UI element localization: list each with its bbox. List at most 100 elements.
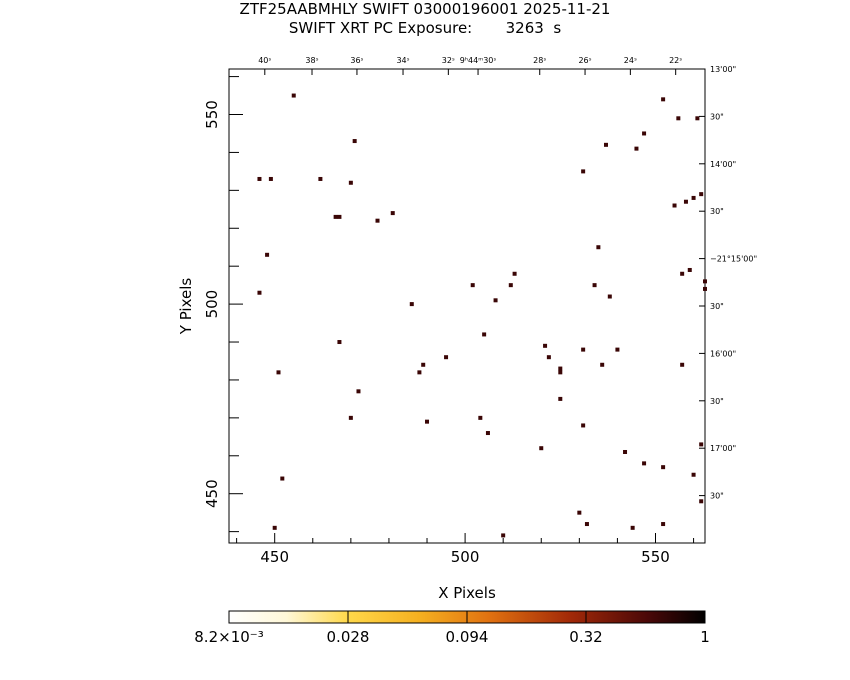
ra-tick-label: 34ˢ — [396, 56, 409, 65]
data-point — [409, 302, 414, 307]
data-point — [280, 476, 285, 481]
data-point — [508, 283, 513, 288]
data-point — [672, 203, 677, 208]
ra-tick-label: 26ˢ — [578, 56, 591, 65]
data-point — [257, 176, 262, 181]
data-point — [390, 211, 395, 216]
data-point — [421, 362, 426, 367]
dec-tick-label: 13'00" — [710, 65, 736, 74]
data-point — [558, 370, 563, 375]
data-point — [703, 286, 707, 291]
data-point — [348, 415, 353, 420]
colorbar-label: 0.028 — [327, 628, 370, 646]
data-point — [592, 283, 597, 288]
data-point — [676, 116, 681, 121]
x-axis-label: X Pixels — [438, 584, 496, 602]
ra-tick-label: 38ˢ — [305, 56, 318, 65]
data-point — [642, 131, 647, 136]
data-point — [623, 449, 628, 454]
points-layer — [257, 93, 707, 538]
data-point — [470, 283, 475, 288]
data-point — [683, 199, 688, 204]
x-tick-label: 500 — [451, 548, 480, 566]
data-point — [257, 290, 262, 295]
ra-tick-label: 9ʰ44ᵐ30ˢ — [460, 56, 497, 65]
y-axis-label: Y Pixels — [177, 278, 195, 336]
data-point — [581, 169, 586, 174]
ra-tick-label: 40ˢ — [258, 56, 271, 65]
data-point — [577, 510, 582, 515]
data-point — [348, 180, 353, 185]
data-point — [687, 267, 692, 272]
plot-frame — [228, 68, 706, 544]
ticks-layer — [229, 68, 705, 543]
data-point — [680, 271, 685, 276]
data-point — [661, 465, 666, 470]
data-point — [356, 389, 361, 394]
data-point — [661, 97, 666, 102]
data-point — [699, 192, 704, 197]
data-point — [699, 442, 704, 447]
y-tick-label: 550 — [203, 100, 221, 129]
data-point — [607, 294, 612, 299]
data-point — [337, 340, 342, 345]
dec-tick-label: 30" — [710, 492, 724, 501]
data-point — [425, 419, 430, 424]
ra-tick-label: 22ˢ — [669, 56, 682, 65]
data-point — [581, 423, 586, 428]
data-point — [558, 396, 563, 401]
chart-title: ZTF25AABMHLY SWIFT 03000196001 2025-11-2… — [239, 0, 611, 18]
data-point — [603, 142, 608, 147]
data-point — [482, 332, 487, 337]
data-point — [661, 522, 666, 527]
labels-layer: 450 500 550 450 500 550 40ˢ 38ˢ 36ˢ 34ˢ 32ˢ 9ʰ44ᵐ30… — [203, 56, 757, 566]
colorbar-ticks: 8.2×10⁻³ 0.028 0.094 0.32 1 — [194, 611, 710, 646]
data-point — [558, 366, 563, 371]
data-point — [699, 499, 704, 504]
x-tick-label: 450 — [260, 548, 289, 566]
data-point — [501, 533, 506, 538]
data-point — [691, 472, 696, 477]
data-point — [703, 279, 707, 284]
data-point — [375, 218, 380, 223]
dec-tick-label: 30" — [710, 302, 724, 311]
data-point — [546, 355, 551, 360]
data-point — [539, 446, 544, 451]
dec-tick-label: 30" — [710, 207, 724, 216]
data-point — [352, 139, 357, 144]
data-point — [265, 252, 270, 257]
ra-tick-label: 28ˢ — [533, 56, 546, 65]
data-point — [268, 176, 273, 181]
x-tick-label: 550 — [641, 548, 670, 566]
ra-tick-label: 24ˢ — [624, 56, 637, 65]
y-tick-label: 500 — [203, 290, 221, 319]
colorbar-label: 0.32 — [569, 628, 602, 646]
data-point — [333, 214, 338, 219]
data-point — [691, 195, 696, 200]
data-point — [634, 146, 639, 151]
data-point — [630, 525, 635, 530]
data-point — [596, 245, 601, 250]
dec-tick-label: 14'00" — [710, 160, 736, 169]
data-point — [615, 347, 620, 352]
data-point — [417, 370, 422, 375]
data-point — [485, 431, 490, 436]
colorbar-label: 8.2×10⁻³ — [194, 628, 263, 646]
data-point — [444, 355, 449, 360]
chart-subtitle: SWIFT XRT PC Exposure: 3263 s — [288, 19, 562, 37]
ra-tick-label: 36ˢ — [350, 56, 363, 65]
data-point — [478, 415, 483, 420]
data-point — [695, 116, 700, 121]
data-point — [291, 93, 296, 98]
data-point — [512, 271, 517, 276]
data-point — [276, 370, 281, 375]
dec-tick-label: 30" — [710, 397, 724, 406]
data-point — [581, 347, 586, 352]
data-point — [543, 343, 548, 348]
colorbar-label: 1 — [700, 628, 710, 646]
colorbar-label: 0.094 — [446, 628, 489, 646]
dec-tick-label: 17'00" — [710, 444, 736, 453]
y-tick-label: 450 — [203, 479, 221, 508]
data-point — [318, 176, 323, 181]
